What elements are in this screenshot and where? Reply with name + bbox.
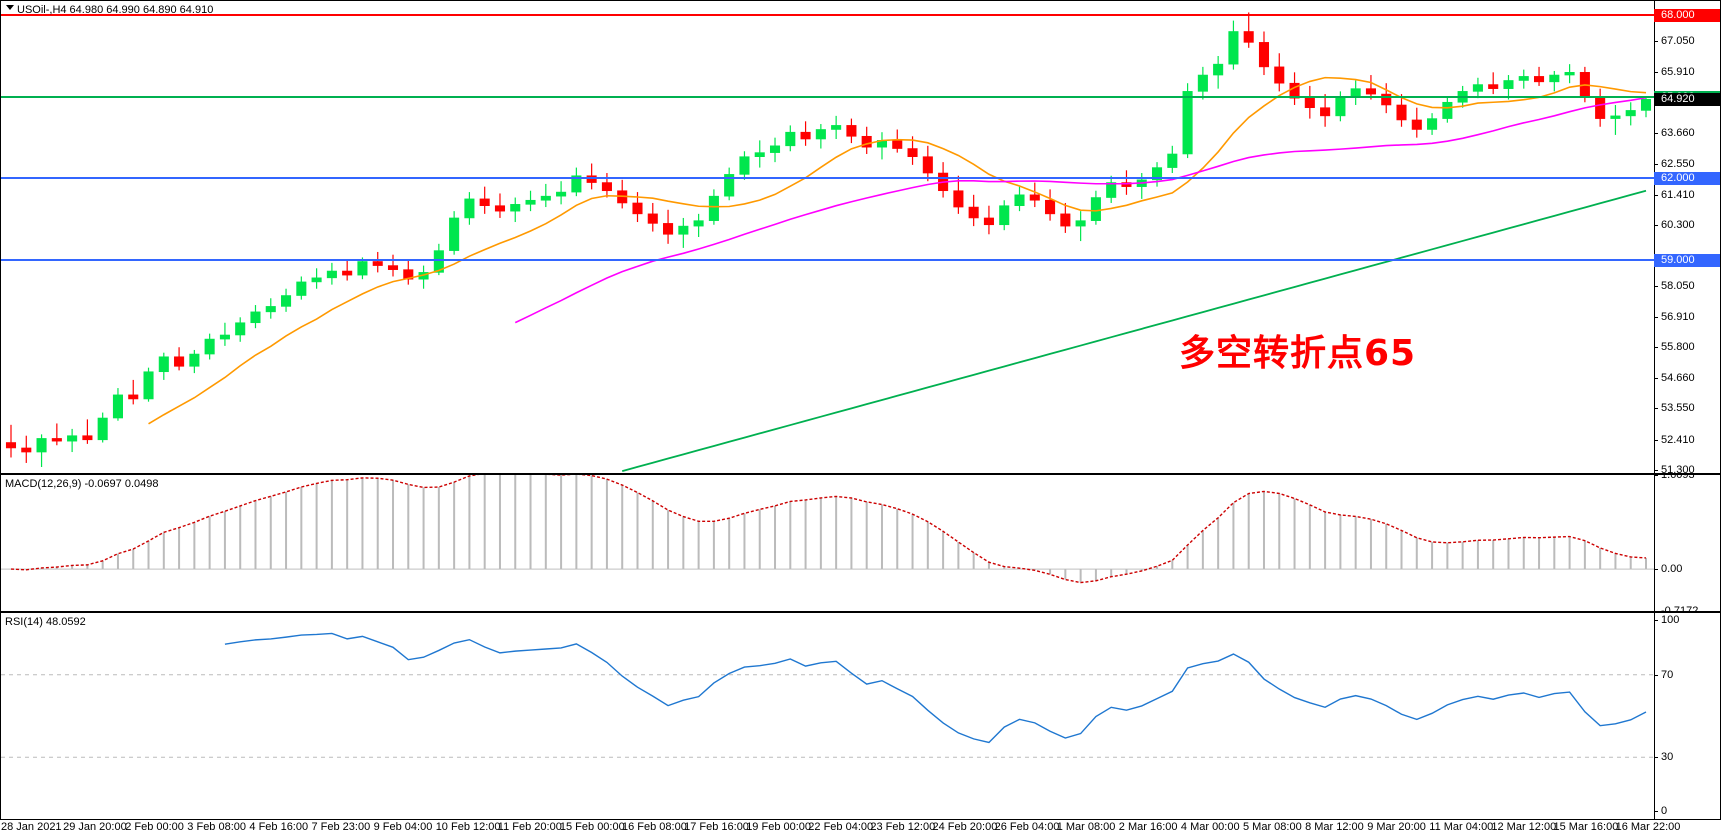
time-axis-label: 23 Feb 12:00	[870, 821, 936, 833]
time-axis-label: 22 Feb 04:00	[808, 821, 874, 833]
time-axis-label: 7 Feb 23:00	[311, 821, 371, 833]
rsi-y-axis[interactable]: 100 70 30 0	[1654, 613, 1720, 819]
time-axis-label: 2 Mar 16:00	[1118, 821, 1178, 833]
time-axis-label: 12 Mar 12:00	[1491, 821, 1557, 833]
chart-annotation-text[interactable]: 多空转折点65	[1179, 333, 1417, 374]
time-axis-label: 4 Mar 00:00	[1180, 821, 1240, 833]
time-axis-label: 15 Mar 16:00	[1553, 821, 1619, 833]
time-axis-label: 8 Mar 12:00	[1305, 821, 1364, 833]
time-axis-label: 3 Feb 08:00	[187, 821, 247, 833]
rsi-series-svg	[1, 632, 1654, 758]
price-series-svg	[5, 12, 1652, 472]
time-axis-label: 9 Feb 04:00	[373, 821, 433, 833]
time-axis[interactable]: 28 Jan 2021 29 Jan 20:00 2 Feb 00:00 3 Feb …	[0, 820, 1721, 838]
level-tag-68[interactable]: 68.000	[1654, 9, 1720, 23]
time-axis-label: 10 Feb 12:00	[435, 821, 501, 833]
time-axis-label: 29 Jan 20:00	[63, 821, 127, 833]
time-axis-label: 11 Feb 20:00	[497, 821, 562, 833]
time-axis-label: 15 Feb 00:00	[559, 821, 625, 833]
level-tag-59[interactable]: 59.000	[1654, 254, 1720, 268]
symbol-title: USOil-,H4 64.980 64.990 64.890 64.910	[17, 4, 214, 16]
time-axis-label: 4 Feb 16:00	[249, 821, 309, 833]
rsi-label: RSI(14) 48.0592	[5, 616, 86, 628]
level-tag-62[interactable]: 62.000	[1654, 172, 1720, 186]
price-chart-panel[interactable]: 67.050 65.910 63.660 62.550 61.410 60.300 58.0…	[0, 0, 1721, 474]
time-axis-label: 11 Mar 04:00	[1429, 821, 1494, 833]
time-axis-label: 16 Feb 08:00	[622, 821, 687, 833]
price-plot-area[interactable]	[1, 1, 1654, 473]
chevron-down-icon[interactable]	[6, 5, 14, 10]
level-line-62.000[interactable]	[1, 177, 1654, 180]
time-axis-label: 16 Mar 22:00	[1615, 821, 1681, 833]
time-axis-label: 1 Mar 08:00	[1056, 821, 1116, 833]
macd-y-axis[interactable]: 1.6093 0.00 -0.7172	[1654, 475, 1720, 611]
time-axis-label: 9 Mar 20:00	[1367, 821, 1426, 833]
level-line-68.000[interactable]	[1, 14, 1654, 17]
price-y-axis[interactable]: 67.050 65.910 63.660 62.550 61.410 60.300 58.0…	[1654, 1, 1720, 473]
time-axis-label: 19 Feb 00:00	[746, 821, 812, 833]
current-price-tag[interactable]: 64.920	[1654, 92, 1720, 106]
rsi-plot-area[interactable]	[1, 613, 1654, 819]
level-line-65.000[interactable]	[1, 95, 1654, 98]
time-axis-label: 17 Feb 16:00	[684, 821, 749, 833]
time-axis-label: 2 Feb 00:00	[125, 821, 184, 833]
macd-series-svg	[1, 475, 1654, 584]
time-axis-label: 24 Feb 20:00	[932, 821, 998, 833]
macd-plot-area[interactable]	[1, 475, 1654, 611]
rsi-panel[interactable]: 100 70 30 0 RSI(14) 48.0592	[0, 612, 1721, 820]
level-line-59.000[interactable]	[1, 259, 1654, 262]
macd-panel[interactable]: 1.6093 0.00 -0.7172 MACD(12,26,9) -0.0697 …	[0, 474, 1721, 612]
time-axis-label: 28 Jan 2021	[1, 821, 62, 833]
macd-label: MACD(12,26,9) -0.0697 0.0498	[5, 478, 159, 490]
time-axis-label: 5 Mar 08:00	[1243, 821, 1302, 833]
time-axis-label: 26 Feb 04:00	[994, 821, 1060, 833]
